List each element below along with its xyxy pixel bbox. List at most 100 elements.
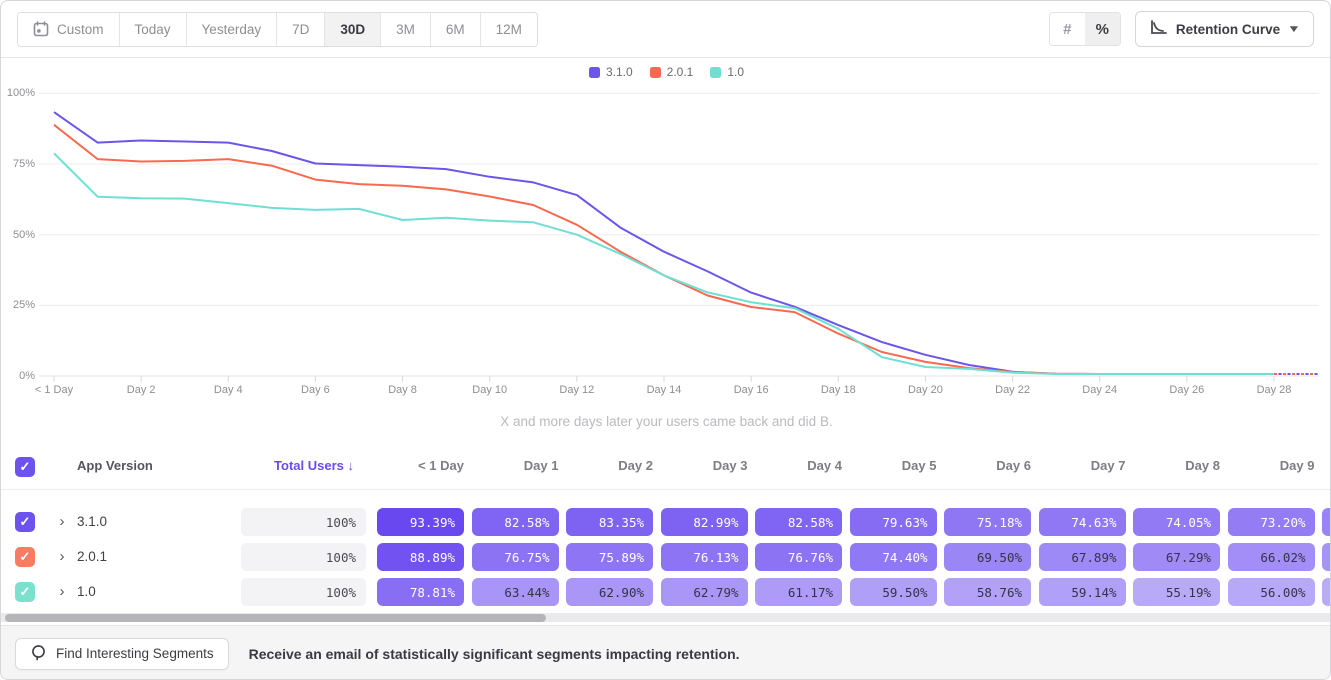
retention-cell[interactable]: 76.75% <box>471 543 559 571</box>
retention-cell[interactable]: 55.19% <box>1133 578 1220 606</box>
date-range-12m[interactable]: 12M <box>480 12 537 46</box>
absolute-mode-button[interactable]: # <box>1049 13 1085 45</box>
row-expand-chevron-icon[interactable]: › <box>59 548 65 565</box>
total-users-cell: 100% <box>241 578 366 606</box>
date-range-yesterday[interactable]: Yesterday <box>186 12 278 46</box>
row-checkbox[interactable]: ✓ <box>15 547 35 567</box>
y-tick-label: 25% <box>12 299 35 312</box>
retention-cell[interactable]: 82.99% <box>660 508 748 536</box>
x-tick-label: Day 16 <box>733 384 769 396</box>
day-header: Day 7 <box>1090 458 1126 473</box>
day-header: Day 8 <box>1185 458 1220 473</box>
chart-type-dropdown[interactable]: Retention Curve ▼ <box>1134 11 1314 47</box>
row-checkbox[interactable]: ✓ <box>15 512 35 532</box>
legend-item[interactable]: 2.0.1 <box>649 65 693 79</box>
retention-curve-icon <box>1150 20 1167 38</box>
app-version-header: App Version <box>77 458 153 473</box>
date-range-7d[interactable]: 7D <box>277 12 326 46</box>
retention-cell[interactable]: 88.89% <box>377 543 464 571</box>
retention-cell[interactable]: 61.17% <box>755 578 842 606</box>
legend-item[interactable]: 3.1.0 <box>588 65 633 79</box>
footer-bar: Find Interesting Segments Receive an ema… <box>1 625 1330 679</box>
x-tick-label: Day 12 <box>559 384 595 396</box>
x-tick-label: Day 26 <box>1169 384 1205 396</box>
x-tick-label: Day 2 <box>126 384 156 396</box>
row-version-label: 2.0.1 <box>77 549 108 564</box>
table-header-divider <box>1 489 1330 490</box>
date-range-30d[interactable]: 30D <box>325 12 382 46</box>
row-expand-chevron-icon[interactable]: › <box>59 583 65 600</box>
value-mode-control: #% <box>1048 12 1121 46</box>
y-tick-label: 100% <box>6 87 35 100</box>
x-tick-label: Day 8 <box>388 384 417 396</box>
x-tick-label: Day 22 <box>995 384 1030 396</box>
retention-cell[interactable]: 79.63% <box>849 508 937 536</box>
y-tick-label: 50% <box>12 228 35 241</box>
row-expand-chevron-icon[interactable]: › <box>59 513 65 530</box>
retention-cell[interactable]: 75.89% <box>566 543 653 571</box>
retention-cell[interactable]: 74.05% <box>1133 508 1220 536</box>
legend-label: 1.0 <box>727 65 745 79</box>
retention-cell[interactable]: 82.58% <box>755 508 842 536</box>
date-range-label: 30D <box>340 21 366 37</box>
segments-button-label: Find Interesting Segments <box>56 646 214 661</box>
date-range-label: 3M <box>396 21 415 37</box>
legend-label: 3.1.0 <box>605 65 633 79</box>
retention-cell[interactable]: 73.20% <box>1227 508 1315 536</box>
retention-cell[interactable]: 56.00% <box>1227 578 1315 606</box>
retention-cell[interactable]: 59.50% <box>849 578 937 606</box>
retention-cell[interactable]: 62.90% <box>566 578 653 606</box>
retention-cell[interactable]: 67.29% <box>1133 543 1220 571</box>
date-range-label: 6M <box>445 21 465 37</box>
legend-item[interactable]: 1.0 <box>710 65 744 79</box>
retention-cell[interactable]: 74.40% <box>849 543 937 571</box>
date-range-label: Yesterday <box>201 21 262 37</box>
x-tick-label: Day 20 <box>907 384 943 396</box>
retention-cell[interactable]: 93.39% <box>377 508 464 536</box>
day-header: < 1 Day <box>418 458 464 473</box>
day-header: Day 2 <box>618 458 653 473</box>
x-tick-label: Day 14 <box>646 384 682 396</box>
select-all-checkbox[interactable]: ✓ <box>15 457 35 477</box>
horizontal-scrollbar-thumb[interactable] <box>5 613 546 622</box>
retention-cell[interactable]: 67.89% <box>1038 543 1126 571</box>
date-range-today[interactable]: Today <box>119 12 187 46</box>
retention-cell[interactable]: 75.18% <box>944 508 1031 536</box>
retention-cell[interactable]: 62.79% <box>660 578 748 606</box>
chart-plot-area <box>39 92 1319 382</box>
retention-cell[interactable]: 74.63% <box>1038 508 1126 536</box>
retention-cell[interactable]: 76.76% <box>755 543 842 571</box>
retention-cell-partial[interactable] <box>1322 578 1330 606</box>
y-tick-label: 0% <box>19 370 35 382</box>
x-tick-label: Day 10 <box>472 384 508 396</box>
percent-mode-button[interactable]: % <box>1084 13 1120 45</box>
find-interesting-segments-button[interactable]: Find Interesting Segments <box>15 637 229 670</box>
day-header: Day 5 <box>901 458 937 473</box>
retention-cell[interactable]: 69.50% <box>944 543 1031 571</box>
retention-cell[interactable]: 58.76% <box>944 578 1031 606</box>
retention-cell-partial[interactable] <box>1322 543 1330 571</box>
horizontal-scrollbar-track[interactable] <box>1 613 1330 622</box>
segments-icon <box>30 644 47 664</box>
retention-cell-partial[interactable] <box>1322 508 1330 536</box>
retention-cell[interactable]: 82.58% <box>471 508 559 536</box>
legend-swatch <box>649 66 661 78</box>
x-tick-label: Day 6 <box>301 384 330 396</box>
date-range-label: Today <box>134 21 171 37</box>
y-tick-label: 75% <box>12 158 35 171</box>
retention-table: ✓ App Version Total Users ↓ < 1 Day Day 1… <box>1 442 1330 613</box>
row-version-label: 3.1.0 <box>77 514 108 529</box>
total-users-sort-header[interactable]: Total Users ↓ <box>274 458 354 473</box>
retention-cell[interactable]: 66.02% <box>1227 543 1315 571</box>
retention-cell[interactable]: 78.81% <box>377 578 464 606</box>
retention-cell[interactable]: 63.44% <box>471 578 559 606</box>
date-range-6m[interactable]: 6M <box>430 12 481 46</box>
retention-cell[interactable]: 83.35% <box>566 508 653 536</box>
date-range-custom[interactable]: Custom <box>18 12 120 46</box>
day-header: Day 9 <box>1279 458 1315 473</box>
retention-cell[interactable]: 59.14% <box>1038 578 1126 606</box>
x-tick-label: < 1 Day <box>34 384 74 396</box>
date-range-3m[interactable]: 3M <box>381 12 431 46</box>
retention-cell[interactable]: 76.13% <box>660 543 748 571</box>
row-checkbox[interactable]: ✓ <box>15 582 35 602</box>
